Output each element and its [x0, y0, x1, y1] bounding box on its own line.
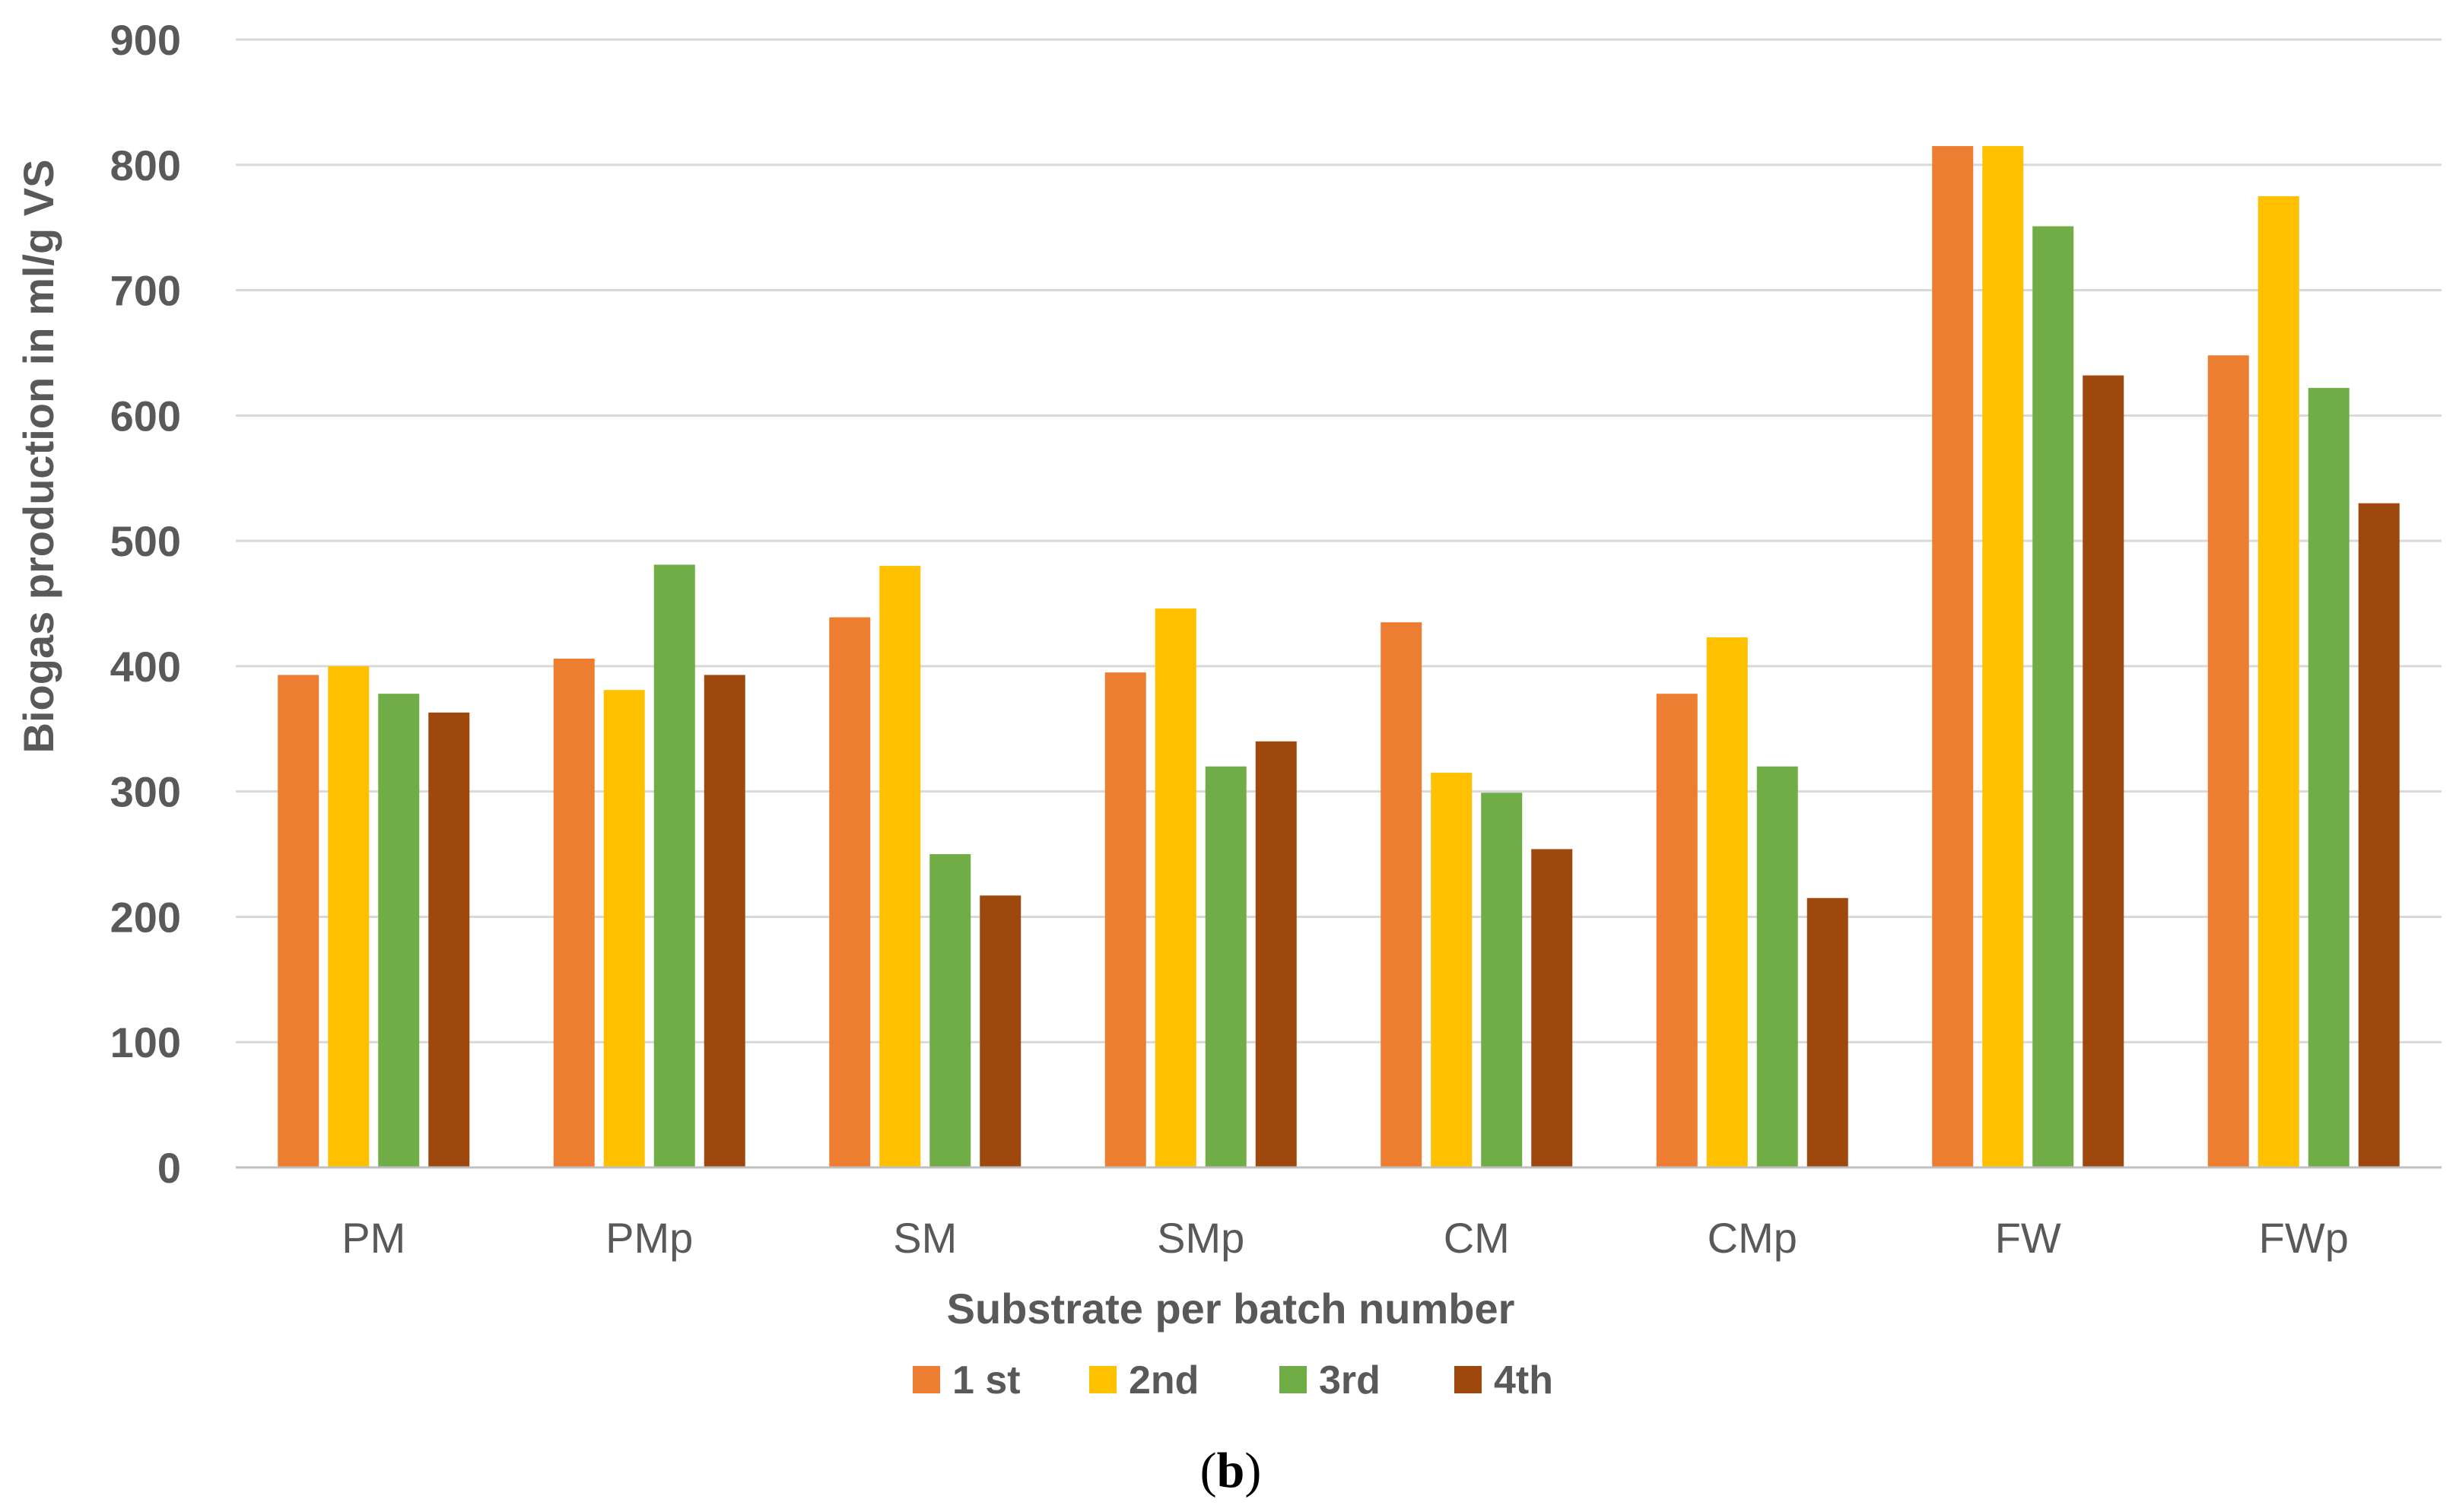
- bar-pmp-series-3: [653, 564, 695, 1167]
- bar-cmp-series-1: [1656, 694, 1698, 1167]
- x-tick-label-pm: PM: [342, 1214, 405, 1262]
- bar-sm-series-2: [879, 566, 921, 1167]
- bar-sm-series-4: [980, 895, 1021, 1167]
- legend-label-4: 4th: [1494, 1358, 1553, 1402]
- bar-fw-series-3: [2032, 226, 2074, 1167]
- bar-cmp-series-3: [1756, 766, 1798, 1167]
- bar-sm-series-1: [829, 617, 871, 1167]
- y-tick-label-700: 700: [110, 267, 181, 315]
- bar-fwp-series-4: [2358, 503, 2400, 1167]
- bar-pmp-series-4: [704, 675, 745, 1167]
- bar-fw-series-1: [1932, 146, 1974, 1167]
- x-tick-label-fw: FW: [1995, 1214, 2061, 1262]
- caption-letter: b: [1217, 1443, 1245, 1498]
- y-tick-label-100: 100: [110, 1018, 181, 1066]
- x-tick-label-cm: CM: [1444, 1214, 1510, 1262]
- x-tick-label-sm: SM: [893, 1214, 957, 1262]
- bar-fwp-series-2: [2257, 195, 2299, 1168]
- legend: 1 st 2nd 3rd 4th: [913, 1358, 1553, 1402]
- y-tick-label-900: 900: [110, 16, 181, 64]
- bar-cm-series-3: [1481, 793, 1523, 1167]
- x-tick-label-cmp: CMp: [1708, 1214, 1797, 1262]
- bar-sm-series-3: [929, 854, 971, 1167]
- bar-pmp-series-2: [603, 690, 645, 1167]
- bar-cm-series-2: [1431, 772, 1473, 1167]
- bar-smp-series-1: [1104, 672, 1146, 1167]
- y-tick-label-200: 200: [110, 893, 181, 941]
- bar-fwp-series-1: [2207, 355, 2249, 1167]
- bar-pmp-series-1: [553, 659, 595, 1167]
- bar-smp-series-2: [1155, 608, 1196, 1167]
- legend-swatch-3: [1279, 1366, 1307, 1393]
- bar-fwp-series-3: [2308, 388, 2350, 1167]
- bar-cm-series-1: [1381, 622, 1422, 1167]
- bar-cm-series-4: [1531, 849, 1573, 1167]
- x-axis-title: Substrate per batch number: [947, 1285, 1515, 1333]
- y-axis-title: Biogas production in ml/g VS: [14, 160, 62, 754]
- x-tick-label-pmp: PMp: [605, 1214, 693, 1262]
- y-tick-labels: 0 100 200 300 400 500 600 700 800 900: [110, 16, 181, 1192]
- y-tick-label-0: 0: [157, 1144, 181, 1192]
- y-tick-label-500: 500: [110, 517, 181, 565]
- bar-pm-series-1: [278, 675, 319, 1167]
- legend-swatch-2: [1089, 1366, 1117, 1393]
- caption-open-paren: (: [1200, 1443, 1217, 1498]
- x-tick-label-fwp: FWp: [2259, 1214, 2349, 1262]
- legend-swatch-4: [1454, 1366, 1482, 1393]
- x-tick-label-smp: SMp: [1157, 1214, 1244, 1262]
- bar-pm-series-2: [328, 665, 370, 1167]
- y-tick-label-400: 400: [110, 643, 181, 691]
- y-tick-label-600: 600: [110, 392, 181, 440]
- bars: [278, 146, 2400, 1168]
- bar-cmp-series-4: [1806, 897, 1848, 1167]
- legend-label-3: 3rd: [1319, 1358, 1381, 1402]
- bar-pm-series-4: [428, 712, 470, 1167]
- bar-smp-series-3: [1205, 766, 1247, 1167]
- legend-label-2: 2nd: [1129, 1358, 1199, 1402]
- bar-cmp-series-2: [1706, 637, 1748, 1167]
- y-tick-label-800: 800: [110, 141, 181, 189]
- figure-caption: (b): [1200, 1443, 1262, 1498]
- legend-label-1: 1 st: [952, 1358, 1021, 1402]
- x-tick-labels: PM PMp SM SMp CM CMp FW FWp: [342, 1214, 2349, 1262]
- bar-fw-series-4: [2083, 375, 2124, 1167]
- bar-smp-series-4: [1255, 741, 1297, 1167]
- legend-swatch-1: [913, 1366, 940, 1393]
- bar-pm-series-3: [378, 694, 420, 1167]
- bar-fw-series-2: [1982, 146, 2024, 1167]
- gridlines: [236, 38, 2442, 1043]
- y-tick-label-300: 300: [110, 768, 181, 816]
- caption-close-paren: ): [1244, 1443, 1261, 1498]
